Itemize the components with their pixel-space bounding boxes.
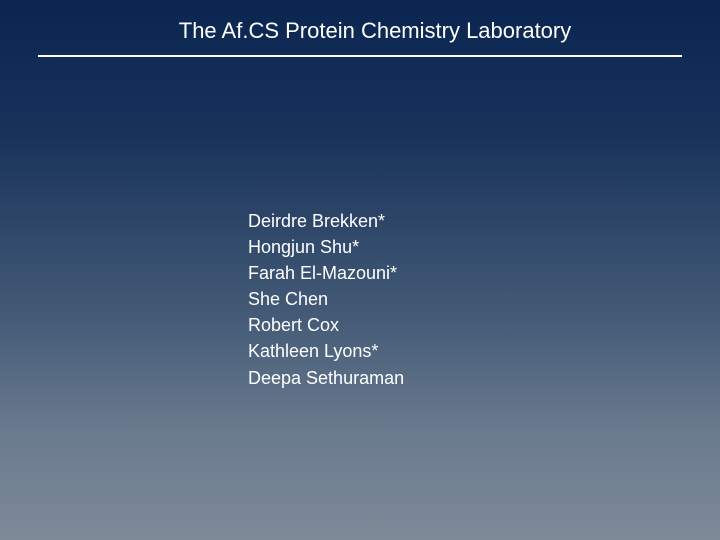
name-item: Farah El-Mazouni*: [248, 260, 404, 286]
name-item: Kathleen Lyons*: [248, 338, 404, 364]
divider-line: [38, 55, 682, 57]
slide: The Af.CS Protein Chemistry Laboratory D…: [0, 0, 720, 540]
name-item: Hongjun Shu*: [248, 234, 404, 260]
name-item: Deirdre Brekken*: [248, 208, 404, 234]
names-list: Deirdre Brekken* Hongjun Shu* Farah El-M…: [248, 208, 404, 391]
name-item: Robert Cox: [248, 312, 404, 338]
slide-title: The Af.CS Protein Chemistry Laboratory: [0, 18, 720, 44]
name-item: Deepa Sethuraman: [248, 365, 404, 391]
name-item: She Chen: [248, 286, 404, 312]
